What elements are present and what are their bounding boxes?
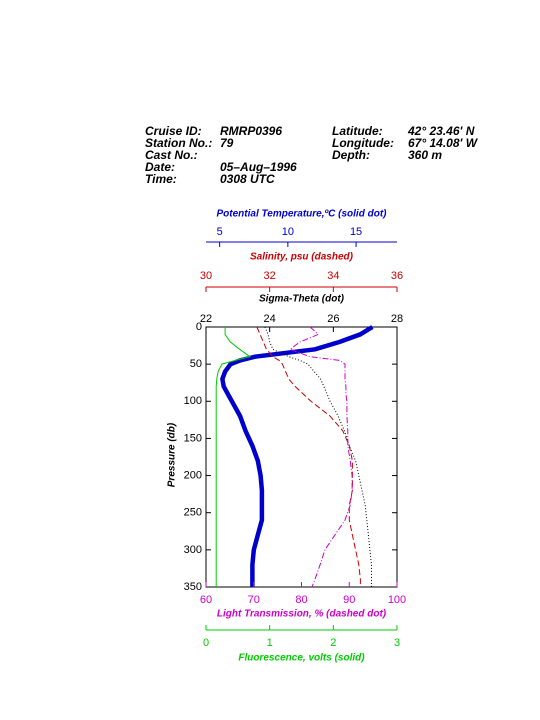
header-value: 0308 UTC [220,172,275,186]
y-tick-label: 150 [184,432,202,444]
x-tick-label: 5 [217,226,223,238]
x-tick-label: 28 [391,313,403,325]
x-tick-label: 80 [295,594,307,606]
header-label: Station No.: [145,136,212,150]
profile-line [220,325,374,587]
x-tick-label: 30 [200,270,212,282]
x-tick-label: 22 [200,313,212,325]
x-axis-title: Sigma-Theta (dot) [259,294,345,305]
x-tick-label: 3 [394,637,400,649]
x-tick-label: 60 [200,594,212,606]
header-label: Time: [145,172,177,186]
x-axis-title: Light Transmission, % (dashed dot) [217,609,387,620]
profile-line [215,327,252,587]
y-tick-label: 0 [196,321,202,333]
x-tick-label: 70 [248,594,260,606]
profile-line [288,326,353,588]
x-axis-title: Fluorescence, volts (solid) [238,653,365,664]
header-value: 67° 14.08' W [408,136,479,150]
x-tick-label: 36 [391,270,403,282]
x-tick-label: 100 [388,594,406,606]
x-tick-label: 34 [327,270,339,282]
x-tick-label: 10 [282,226,294,238]
y-tick-label: 250 [184,507,202,519]
x-tick-label: 26 [327,313,339,325]
header-label: Depth: [332,148,370,162]
x-tick-label: 0 [203,637,209,649]
y-tick-label: 200 [184,469,202,481]
header-label: Longitude: [332,136,394,150]
x-tick-label: 90 [343,594,355,606]
x-axis-title: Potential Temperature,ºC (solid dot) [217,209,388,220]
y-tick-label: 350 [184,581,202,593]
x-axis-title: Salinity, psu (dashed) [250,252,354,263]
x-tick-label: 24 [264,313,276,325]
x-tick-label: 1 [267,637,273,649]
header-value: RMRP0396 [220,124,282,138]
header-label: Latitude: [332,124,383,138]
y-tick-label: 50 [190,358,202,370]
x-tick-label: 2 [330,637,336,649]
header-value: 79 [220,136,234,150]
header-label: Cruise ID: [145,124,202,138]
header-value: 05–Aug–1996 [220,160,297,174]
y-axis-title: Pressure (db) [167,422,178,487]
x-tick-label: 32 [264,270,276,282]
header-value: 360 m [408,148,442,162]
x-tick-label: 15 [350,226,362,238]
header-label: Cast No.: [145,148,198,162]
header-value: 42° 23.46' N [407,124,475,138]
profile-line [256,326,361,587]
plot-frame [205,326,398,588]
y-tick-label: 300 [184,544,202,556]
header-label: Date: [145,160,175,174]
y-tick-label: 100 [184,395,202,407]
